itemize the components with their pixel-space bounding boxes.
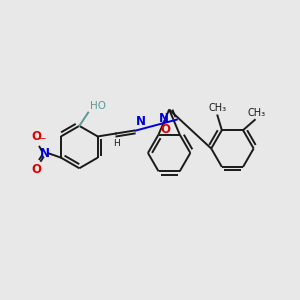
Text: HO: HO [90, 101, 106, 111]
Text: CH₃: CH₃ [208, 103, 226, 113]
Text: −: − [38, 133, 46, 142]
Text: N: N [136, 115, 146, 128]
Text: O: O [32, 130, 41, 143]
Text: O: O [32, 163, 41, 176]
Text: CH₃: CH₃ [247, 107, 266, 118]
Text: O: O [160, 123, 170, 136]
Text: N: N [40, 147, 50, 160]
Text: H: H [113, 139, 120, 148]
Text: N: N [159, 112, 169, 125]
